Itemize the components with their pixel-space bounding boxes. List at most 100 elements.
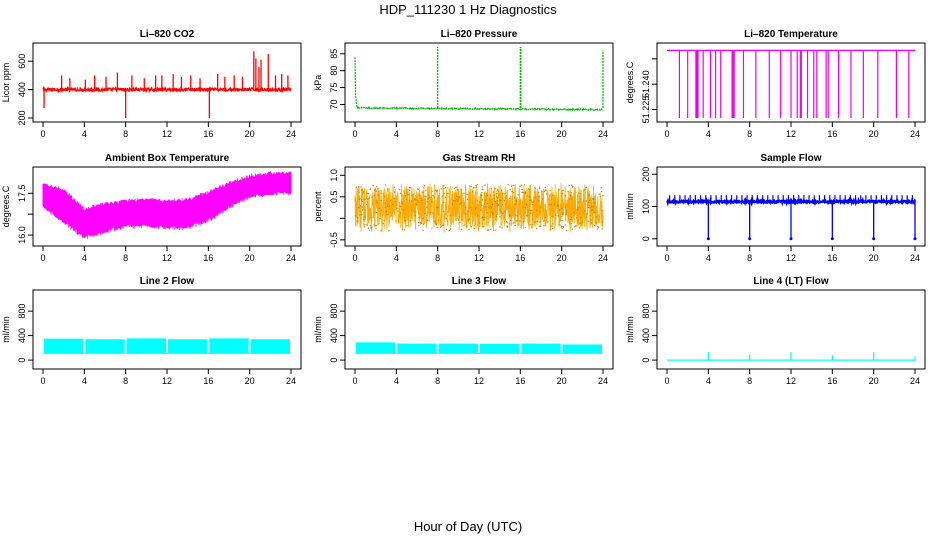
data-point bbox=[436, 190, 439, 192]
data-point bbox=[457, 217, 459, 219]
y-tick-label: 400 bbox=[17, 328, 27, 343]
data-point bbox=[359, 205, 362, 207]
x-tick-label: 16 bbox=[203, 253, 213, 263]
y-tick-label: 800 bbox=[641, 304, 651, 319]
data-point bbox=[403, 229, 406, 231]
data-point bbox=[459, 203, 461, 205]
x-tick-label: 24 bbox=[598, 129, 608, 139]
data-point bbox=[592, 205, 595, 208]
data-point bbox=[494, 229, 496, 232]
y-tick-label: 400 bbox=[17, 82, 27, 97]
data-point bbox=[595, 222, 598, 224]
x-tick-label: 12 bbox=[786, 129, 796, 139]
data-point bbox=[468, 228, 470, 231]
x-tick-label: 16 bbox=[827, 253, 837, 263]
data-point bbox=[424, 212, 426, 215]
data-point bbox=[509, 219, 511, 222]
data-point bbox=[419, 223, 422, 225]
data-point bbox=[399, 205, 402, 208]
data-point bbox=[488, 229, 490, 231]
data-point bbox=[479, 201, 481, 203]
data-point bbox=[385, 210, 388, 213]
data-point bbox=[425, 196, 427, 198]
data-point bbox=[524, 226, 527, 228]
data-point bbox=[367, 192, 369, 195]
data-point bbox=[479, 222, 481, 224]
data-point bbox=[418, 216, 420, 218]
data-point bbox=[391, 203, 394, 206]
data-point bbox=[519, 185, 521, 187]
data-point bbox=[593, 211, 595, 213]
data-point bbox=[531, 218, 534, 220]
data-point bbox=[415, 210, 417, 213]
x-tick-label: 12 bbox=[474, 376, 484, 386]
data-point bbox=[518, 224, 520, 226]
x-tick-label: 20 bbox=[557, 376, 567, 386]
data-point bbox=[408, 189, 411, 191]
data-point bbox=[456, 195, 458, 198]
data-point bbox=[420, 197, 422, 200]
data-point bbox=[543, 190, 546, 193]
data-point bbox=[445, 228, 448, 231]
data-point bbox=[578, 227, 580, 229]
data-point bbox=[706, 237, 710, 241]
x-tick-label: 20 bbox=[869, 253, 879, 263]
data-point bbox=[488, 207, 490, 209]
data-point bbox=[463, 192, 465, 194]
data-point bbox=[568, 198, 571, 200]
data-point bbox=[514, 214, 517, 216]
y-tick-label: 51.225 bbox=[641, 96, 651, 124]
data-point bbox=[380, 199, 382, 202]
y-axis-label: percent bbox=[313, 191, 323, 222]
x-tick-label: 4 bbox=[394, 129, 399, 139]
data-point bbox=[549, 190, 551, 192]
y-axis-label: Licor ppm bbox=[1, 63, 11, 103]
data-point bbox=[520, 216, 522, 218]
plot-frame bbox=[344, 289, 614, 370]
data-point bbox=[448, 229, 451, 232]
data-point bbox=[430, 211, 432, 214]
data-point bbox=[390, 199, 392, 202]
chart-title: Line 2 Flow bbox=[140, 276, 195, 287]
x-tick-label: 4 bbox=[706, 376, 711, 386]
data-point bbox=[369, 188, 371, 190]
data-point bbox=[465, 213, 467, 215]
chart-panel-8: Line 3 Flow ml/min 0 4 8 12 16 20 24 0 400 800 bbox=[313, 276, 614, 386]
data-point bbox=[496, 196, 498, 198]
data-point bbox=[422, 223, 424, 226]
data-point bbox=[484, 184, 486, 186]
y-axis-label: ml/min bbox=[625, 193, 635, 220]
x-tick-label: 24 bbox=[598, 376, 608, 386]
data-point bbox=[570, 184, 573, 186]
x-tick-label: 24 bbox=[910, 376, 920, 386]
data-point bbox=[484, 206, 486, 208]
data-point bbox=[476, 184, 478, 186]
data-point bbox=[573, 211, 575, 214]
data-point bbox=[471, 191, 474, 193]
data-point bbox=[522, 206, 525, 208]
chart-title: Li–820 Pressure bbox=[441, 29, 518, 40]
x-tick-label: 12 bbox=[162, 253, 172, 263]
data-point bbox=[597, 228, 599, 230]
data-point bbox=[378, 207, 380, 210]
data-block bbox=[356, 342, 396, 354]
data-point bbox=[499, 216, 501, 218]
data-point bbox=[481, 186, 483, 188]
data-point bbox=[380, 190, 382, 192]
data-point bbox=[399, 189, 401, 191]
data-point bbox=[538, 196, 540, 198]
data-point bbox=[493, 194, 495, 196]
data-point bbox=[504, 209, 506, 212]
data-point bbox=[481, 194, 483, 196]
data-point bbox=[375, 200, 378, 202]
data-point bbox=[432, 195, 434, 197]
data-point bbox=[500, 211, 502, 213]
data-point bbox=[479, 209, 482, 211]
data-point bbox=[486, 195, 489, 197]
data-point bbox=[444, 187, 447, 189]
data-point bbox=[365, 197, 368, 199]
data-point bbox=[591, 206, 593, 208]
data-point bbox=[575, 217, 578, 219]
data-point bbox=[503, 200, 506, 202]
data-point bbox=[531, 226, 533, 228]
